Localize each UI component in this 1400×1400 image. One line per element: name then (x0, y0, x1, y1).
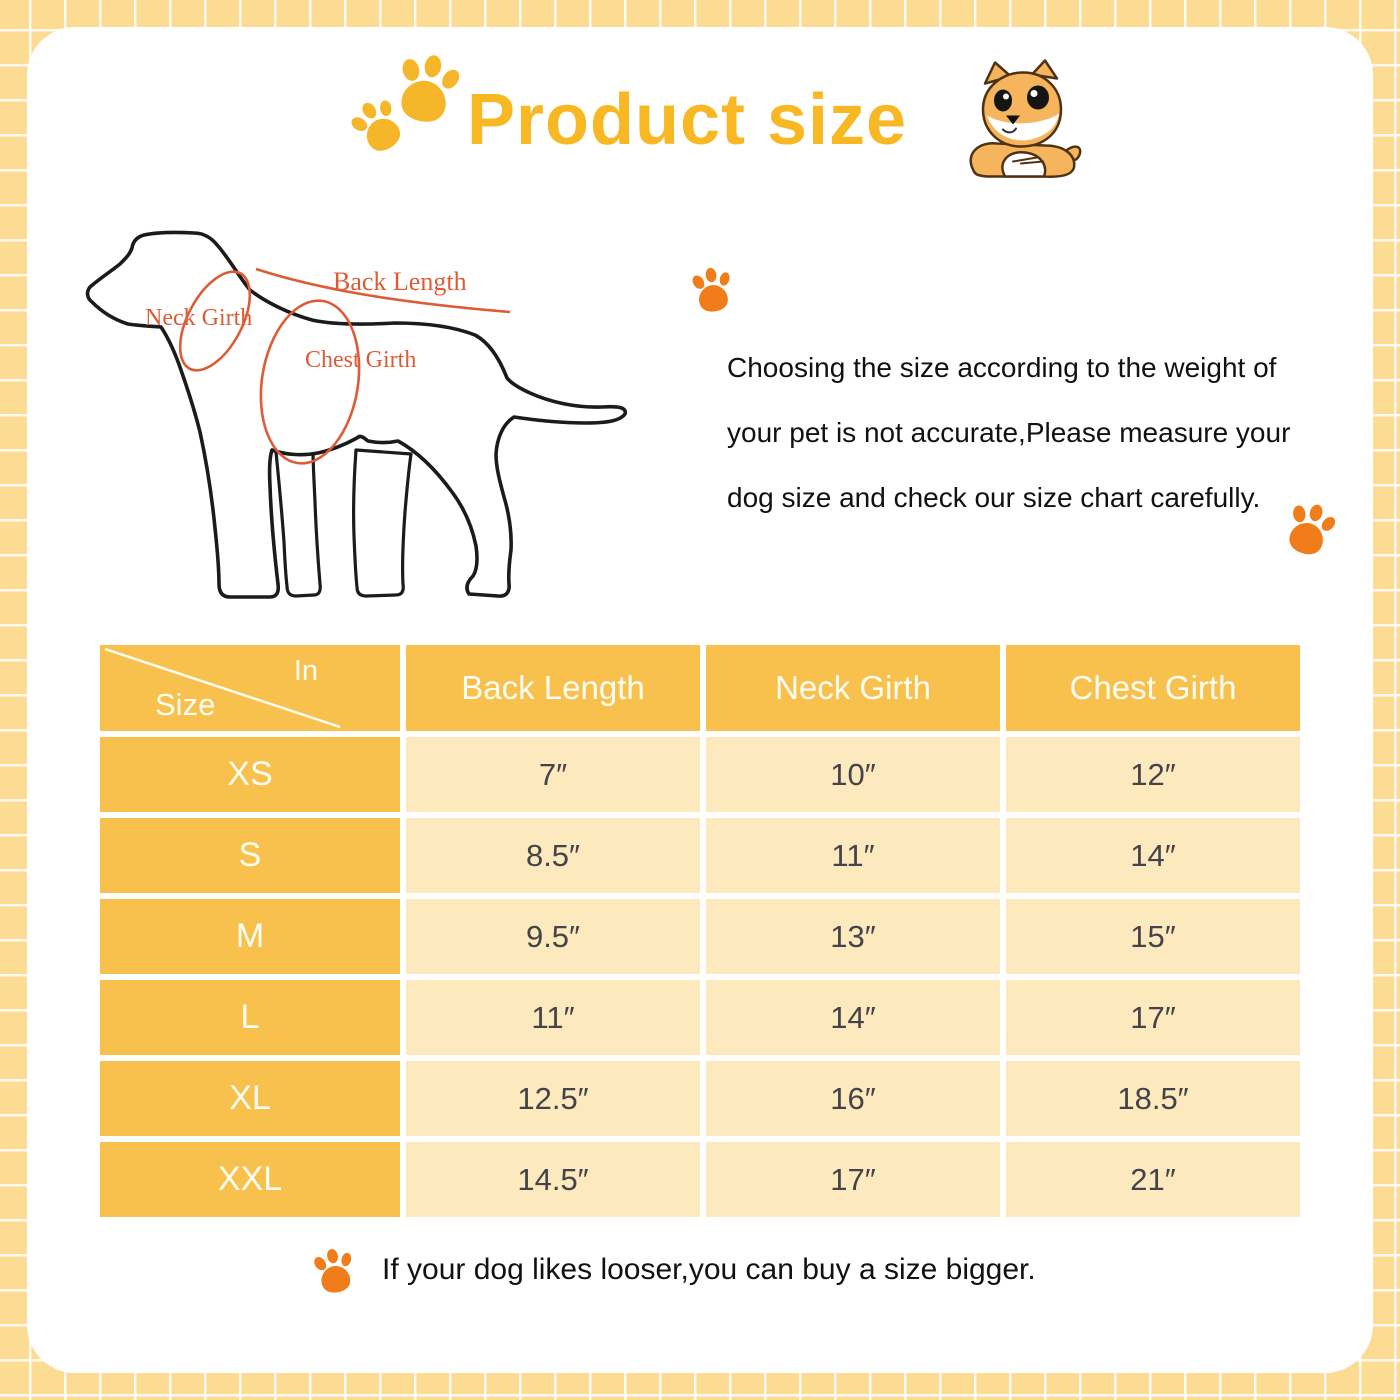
paw-icon (306, 1242, 362, 1298)
table-value: 12″ (1006, 737, 1300, 812)
table-value: 14″ (706, 980, 1000, 1055)
table-value: 21″ (1006, 1142, 1300, 1217)
table-corner-cell: In Size (100, 645, 400, 731)
table-value: 14.5″ (406, 1142, 700, 1217)
column-header-chest-girth: Chest Girth (1006, 645, 1300, 731)
table-value: 11″ (706, 818, 1000, 893)
shiba-mascot-icon (947, 55, 1087, 185)
row-label: XXL (100, 1142, 400, 1217)
content-panel: Product size (27, 27, 1373, 1373)
table-value: 8.5″ (406, 818, 700, 893)
row-label: S (100, 818, 400, 893)
neck-girth-label: Neck Girth (145, 305, 252, 331)
column-header-back-length: Back Length (406, 645, 700, 731)
row-label: XL (100, 1061, 400, 1136)
footnote-text: If your dog likes looser,you can buy a s… (382, 1253, 1036, 1286)
chest-girth-label: Chest Girth (305, 347, 416, 373)
table-value: 10″ (706, 737, 1000, 812)
row-label: XS (100, 737, 400, 812)
table-value: 13″ (706, 899, 1000, 974)
table-value: 17″ (1006, 980, 1300, 1055)
table-value: 12.5″ (406, 1061, 700, 1136)
corner-size-label: Size (155, 687, 216, 722)
size-table: In Size Back Length Neck Girth Chest Gir… (100, 645, 1300, 1217)
sizing-advice-text: Choosing the size according to the weigh… (727, 352, 1291, 513)
page-title: Product size (467, 80, 908, 160)
table-value: 15″ (1006, 899, 1300, 974)
dog-measurement-diagram: Back Length Neck Girth Chest Girth (60, 210, 680, 640)
corner-unit-label: In (293, 655, 318, 687)
neck-girth-ellipse (178, 270, 252, 372)
table-value: 11″ (406, 980, 700, 1055)
column-header-neck-girth: Neck Girth (706, 645, 1000, 731)
table-value: 16″ (706, 1061, 1000, 1136)
footnote: If your dog likes looser,you can buy a s… (310, 1239, 1036, 1301)
table-value: 9.5″ (406, 899, 700, 974)
table-value: 7″ (406, 737, 700, 812)
table-value: 17″ (706, 1142, 1000, 1217)
back-length-label: Back Length (333, 267, 467, 296)
table-value: 18.5″ (1006, 1061, 1300, 1136)
chest-girth-ellipse (259, 299, 361, 465)
row-label: L (100, 980, 400, 1055)
back-length-line (255, 267, 511, 314)
table-value: 14″ (1006, 818, 1300, 893)
row-label: M (100, 899, 400, 974)
paw-icon (685, 262, 739, 316)
